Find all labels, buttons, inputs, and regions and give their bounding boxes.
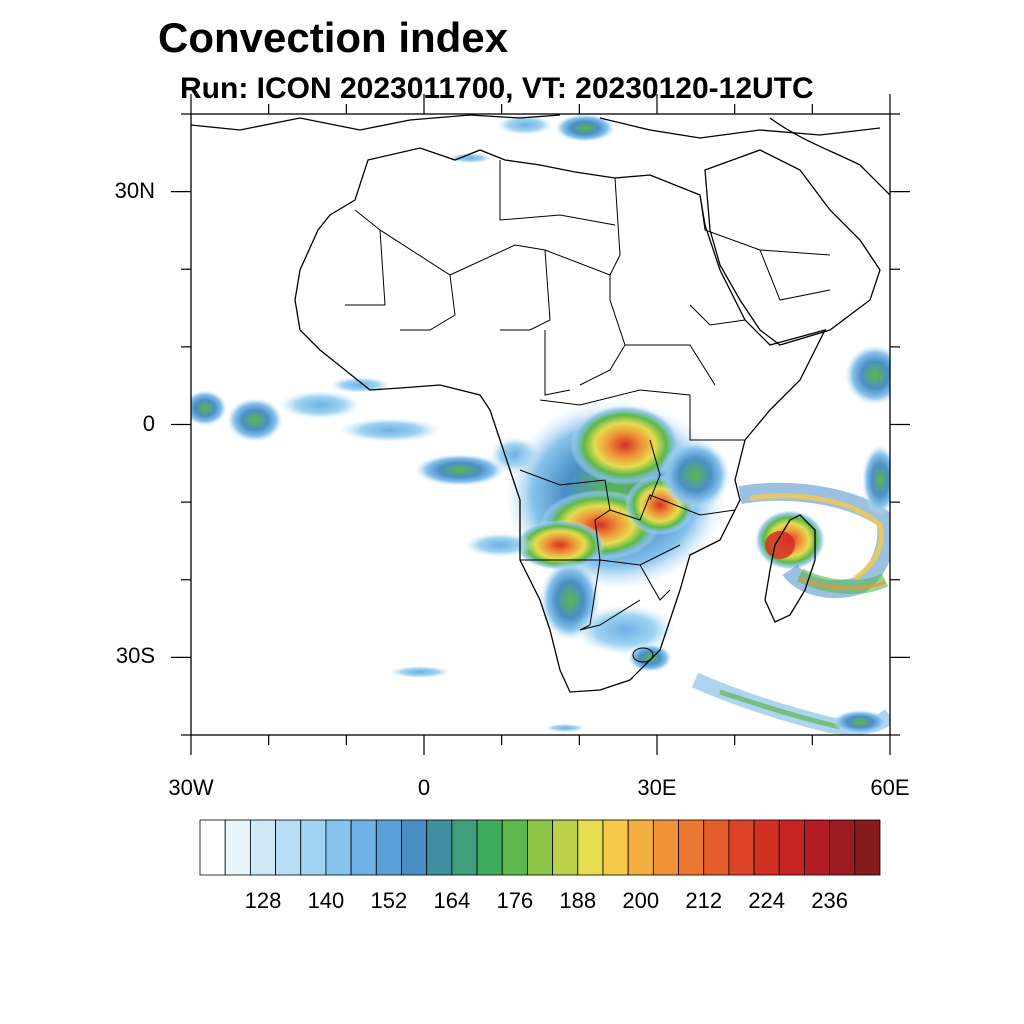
colorbar-swatch: [476, 819, 503, 876]
colorbar-label: 176: [496, 888, 534, 913]
colorbar-label: 152: [370, 888, 408, 913]
colorbar-swatch: [249, 819, 276, 876]
colorbar-label: 200: [622, 888, 660, 913]
colorbar-label: 140: [307, 888, 345, 913]
congo-cell: [570, 405, 680, 485]
colorbar-swatch: [678, 819, 705, 876]
colorbar-label: 236: [811, 888, 848, 913]
colorbar-swatch: [602, 819, 629, 876]
colorbar-swatch: [275, 819, 302, 876]
colorbar-swatch: [829, 819, 856, 876]
colorbar-swatch: [325, 819, 352, 876]
madagascar-coastline: [764, 514, 816, 623]
colorbar-swatch: [753, 819, 780, 876]
colorbar-swatch: [501, 819, 528, 876]
colorbar-swatch: [854, 819, 881, 876]
x-tick-label: 0: [417, 775, 431, 800]
colorbar-swatch: [778, 819, 805, 876]
coastlines: [191, 114, 890, 693]
colorbar-swatch: [728, 819, 755, 876]
atlantic-cell: [227, 398, 283, 442]
y-tick-label: 30S: [115, 643, 155, 669]
axis-ticks: [171, 94, 910, 755]
y-tick-label: 30N: [114, 177, 155, 203]
colorbar-swatch: [804, 819, 831, 876]
colorbar-label: 128: [244, 888, 282, 913]
y-tick-label: 0: [142, 410, 155, 436]
colorbar-swatch: [652, 819, 679, 876]
colorbar-label: 212: [685, 888, 723, 913]
colorbar-swatch: [703, 819, 730, 876]
colorbar-swatch: [375, 819, 402, 876]
colorbar-swatch: [426, 819, 453, 876]
x-tick-label: 60E: [870, 775, 910, 800]
colorbar-swatch: [224, 819, 251, 876]
country-borders: [345, 160, 831, 663]
colorbar-label: 224: [748, 888, 786, 913]
x-tick-label: 30E: [637, 775, 677, 800]
colorbar-label: 188: [559, 888, 597, 913]
colorbar-swatch: [350, 819, 377, 876]
itcz-band: [415, 454, 505, 486]
arabia-coastline: [704, 149, 881, 346]
convection-field: [191, 114, 890, 735]
colorbar-swatch: [451, 819, 478, 876]
chart-title: Convection index: [158, 14, 509, 61]
atlantic-cell-west: [191, 390, 227, 426]
chart-subtitle: Run: ICON 2023011700, VT: 20230120-12UTC: [180, 72, 814, 105]
colorbar-swatch: [577, 819, 604, 876]
colorbar: [199, 819, 881, 876]
colorbar-swatch: [527, 819, 553, 876]
africa-coastline: [294, 147, 827, 693]
colorbar-swatch: [300, 819, 327, 876]
colorbar-swatch: [401, 819, 428, 876]
colorbar-swatch: [199, 819, 226, 876]
colorbar-swatch: [627, 819, 654, 876]
map-frame: [190, 113, 891, 736]
colorbar-swatch: [552, 819, 579, 876]
x-tick-label: 30W: [168, 775, 214, 800]
colorbar-label: 164: [433, 888, 471, 913]
